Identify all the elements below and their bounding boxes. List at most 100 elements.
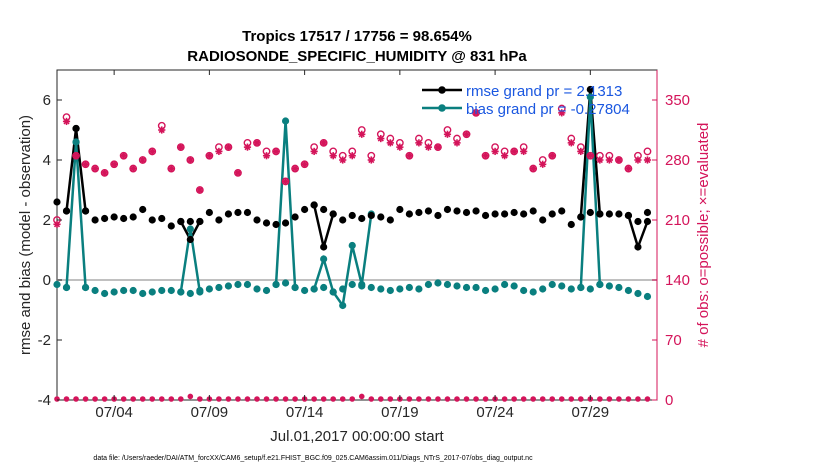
rmse-point — [424, 207, 433, 215]
bias-point — [224, 282, 233, 290]
obs-evaluated-point — [377, 134, 385, 143]
obs-evaluated-point — [491, 147, 499, 156]
bias-point — [643, 292, 652, 301]
rmse-point — [434, 211, 442, 220]
rmse-point — [548, 210, 556, 218]
obs-evaluated-point — [472, 109, 480, 117]
bias-point — [415, 285, 423, 293]
bias-point — [596, 280, 604, 289]
obs-evaluated-point — [110, 160, 118, 168]
bias-point — [281, 117, 290, 125]
rmse-point — [453, 207, 461, 215]
rmse-point — [234, 208, 242, 217]
obs-low-point — [549, 396, 556, 402]
bias-point — [462, 283, 471, 292]
rmse-point — [186, 217, 194, 226]
obs-evaluated-point — [624, 164, 633, 173]
obs-low-point — [501, 396, 508, 402]
obs-evaluated-point — [72, 152, 80, 160]
obs-low-point — [130, 396, 136, 402]
obs-evaluated-point — [605, 156, 613, 164]
obs-evaluated-point — [558, 109, 566, 117]
obs-evaluated-point — [386, 139, 394, 147]
rmse-point — [386, 216, 394, 224]
bias-point — [348, 280, 356, 289]
obs-low-point — [235, 396, 241, 402]
obs-evaluated-point — [329, 152, 337, 160]
rmse-point — [310, 201, 318, 209]
obs-evaluated-point — [215, 147, 223, 156]
bias-point — [167, 286, 175, 295]
rmse-point — [262, 219, 271, 227]
y-tick-label-left: 2 — [43, 212, 51, 229]
bias-point — [53, 280, 61, 289]
rmse-point — [196, 217, 204, 226]
rmse-point — [624, 211, 633, 220]
obs-low-point — [482, 396, 489, 402]
rmse-point — [586, 85, 594, 94]
obs-low-point — [530, 396, 536, 402]
rmse-point — [339, 216, 347, 224]
obs-evaluated-point — [91, 164, 99, 173]
obs-low-point — [120, 396, 127, 402]
rmse-point — [320, 243, 328, 251]
bias-point — [272, 280, 280, 289]
bias-point — [101, 289, 109, 298]
rmse-point — [72, 124, 80, 133]
obs-evaluated-point — [281, 177, 290, 186]
bias-point — [139, 289, 147, 298]
y-tick-label-left: 4 — [43, 152, 51, 169]
obs-evaluated-point — [434, 143, 442, 151]
bias-point — [72, 138, 80, 146]
obs-low-point — [606, 396, 613, 402]
bias-point — [539, 285, 547, 293]
rmse-point — [558, 207, 566, 215]
rmse-point — [605, 210, 613, 218]
obs-evaluated-point — [596, 156, 604, 164]
legend-rmse-label: rmse grand pr = 2.1313 — [466, 83, 622, 100]
obs-low-point — [406, 396, 413, 402]
bias-point — [501, 280, 509, 289]
obs-evaluated-point — [158, 126, 166, 134]
obs-evaluated-point — [424, 143, 433, 151]
obs-low-point — [158, 396, 165, 402]
obs-low-point — [368, 396, 375, 402]
obs-low-point — [616, 396, 622, 402]
obs-low-point — [54, 396, 60, 402]
bias-point — [548, 280, 556, 289]
bias-point — [577, 283, 585, 292]
bias-point — [339, 285, 347, 293]
rmse-point — [415, 208, 423, 217]
plot-area — [56, 69, 658, 401]
obs-evaluated-point — [339, 156, 347, 164]
bias-point — [558, 282, 566, 290]
rmse-point — [348, 211, 356, 220]
rmse-point — [186, 235, 194, 244]
obs-low-point — [416, 396, 422, 402]
obs-evaluated-point — [129, 164, 137, 173]
rmse-point — [405, 210, 413, 218]
bias-point — [358, 282, 366, 290]
obs-evaluated-point — [481, 152, 490, 160]
bias-point — [62, 283, 71, 292]
obs-low-point — [511, 396, 517, 402]
rmse-point — [539, 216, 547, 224]
bias-point — [262, 286, 271, 295]
bias-point — [529, 288, 537, 296]
obs-evaluated-point — [310, 147, 318, 156]
obs-evaluated-point — [358, 130, 366, 138]
obs-low-point — [149, 396, 156, 402]
bias-point — [81, 283, 90, 292]
bias-point — [253, 285, 261, 293]
rmse-point — [491, 210, 499, 218]
obs-evaluated-point — [81, 160, 90, 168]
obs-evaluated-point — [586, 152, 594, 160]
legend: rmse grand pr = 2.1313 bias grand pr = -… — [422, 83, 630, 118]
y-tick-label-right: 70 — [665, 332, 682, 349]
obs-evaluated-point — [501, 152, 509, 160]
obs-low-point — [101, 396, 108, 402]
bias-point — [301, 286, 309, 295]
obs-low-point — [244, 396, 251, 402]
rmse-point — [253, 216, 261, 224]
obs-low-point — [625, 396, 632, 402]
